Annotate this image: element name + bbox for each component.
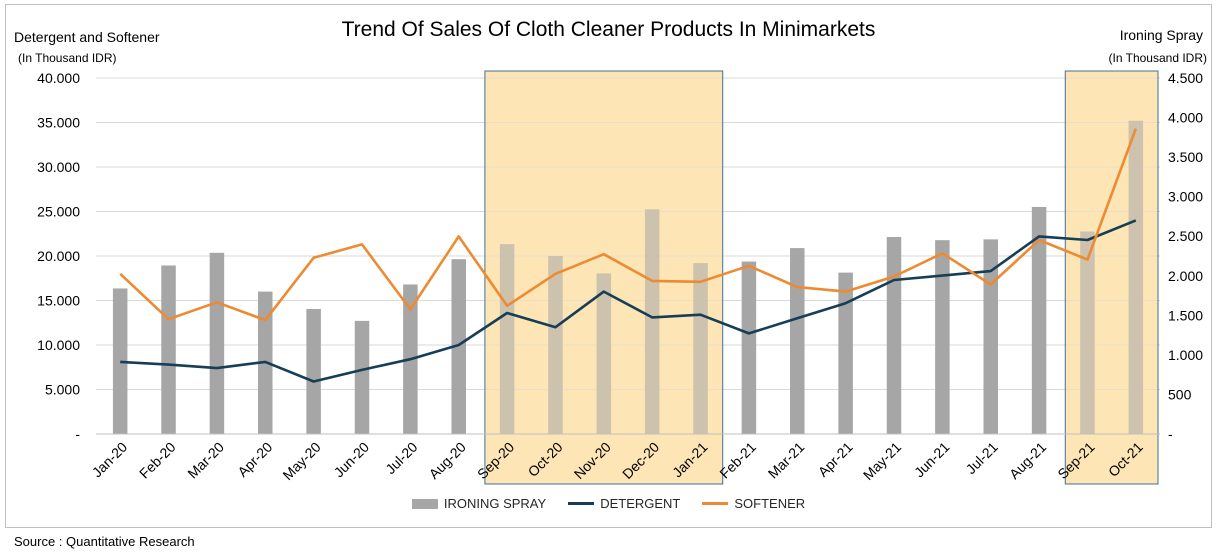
bar-ironing-spray-May-20 <box>306 309 321 434</box>
bar-ironing-spray-Sep-21 <box>1080 231 1095 434</box>
highlight-border-1 <box>484 70 724 485</box>
bar-ironing-spray-Mar-20 <box>209 252 225 434</box>
x-tick-label: Aug-21 <box>1006 439 1049 482</box>
right-tick-label: 4.000 <box>1168 110 1203 126</box>
bar-ironing-spray-Jul-21 <box>983 239 998 434</box>
left-tick-label: 5.000 <box>45 382 80 398</box>
left-tick-label: 15.000 <box>37 293 80 309</box>
right-tick-label: 3.500 <box>1168 149 1203 165</box>
x-tick-label: Feb-20 <box>136 439 179 482</box>
bar-ironing-spray-Jun-20 <box>354 320 370 434</box>
right-axis-unit: (In Thousand IDR) <box>1108 51 1208 65</box>
bar-ironing-spray-Oct-20 <box>548 256 563 434</box>
legend-item-softener: SOFTENER <box>702 496 805 511</box>
right-tick-label: - <box>1168 426 1173 442</box>
source-note: Source : Quantitative Research <box>14 534 195 549</box>
x-tick-label: Apr-21 <box>815 439 856 480</box>
chart-title: Trend Of Sales Of Cloth Cleaner Products… <box>341 18 876 41</box>
left-tick-label: 40.000 <box>37 70 80 86</box>
legend-item-detergent: DETERGENT <box>568 496 680 511</box>
left-tick-label: - <box>75 426 80 442</box>
bar-ironing-spray-Jun-21 <box>935 240 950 434</box>
left-tick-label: 25.000 <box>37 204 80 220</box>
right-tick-label: 4.500 <box>1168 70 1203 86</box>
chart-legend: IRONING SPRAY DETERGENT SOFTENER <box>0 496 1217 511</box>
left-axis-unit: (In Thousand IDR) <box>18 51 117 65</box>
legend-swatch-detergent <box>568 502 595 505</box>
bar-ironing-spray-Mar-21 <box>790 248 805 434</box>
bar-ironing-spray-Aug-20 <box>451 259 466 434</box>
x-tick-label: Aug-20 <box>426 439 469 482</box>
legend-label-detergent: DETERGENT <box>600 496 681 511</box>
x-tick-label: Apr-20 <box>234 439 275 480</box>
x-tick-label: May-20 <box>279 439 323 483</box>
bar-ironing-spray-Nov-20 <box>596 273 612 434</box>
legend-item-ironing-spray: IRONING SPRAY <box>411 496 547 511</box>
x-tick-label: Jul-21 <box>963 439 1001 477</box>
right-tick-label: 3.000 <box>1168 189 1203 205</box>
bar-ironing-spray-Jan-20 <box>112 288 128 434</box>
left-tick-label: 30.000 <box>37 159 80 175</box>
x-tick-label: Mar-21 <box>765 439 808 482</box>
x-tick-label: Jul-20 <box>382 439 420 477</box>
x-tick-label: Jun-20 <box>331 439 373 481</box>
right-tick-label: 2.500 <box>1168 228 1203 244</box>
highlight-border-2 <box>1064 70 1159 485</box>
bar-ironing-spray-Feb-20 <box>161 265 176 434</box>
bar-ironing-spray-Aug-21 <box>1031 206 1047 434</box>
bar-ironing-spray-Sep-20 <box>499 244 515 434</box>
right-axis-title: Ironing Spray <box>1119 27 1203 43</box>
bar-ironing-spray-Dec-20 <box>644 209 660 434</box>
line-softener <box>119 128 1138 322</box>
legend-label-ironing-spray: IRONING SPRAY <box>443 496 547 511</box>
right-tick-label: 1.500 <box>1168 307 1203 323</box>
x-tick-label: May-21 <box>860 439 904 483</box>
legend-swatch-ironing-spray <box>411 498 438 509</box>
legend-label-softener: SOFTENER <box>734 496 806 511</box>
x-tick-label: Jun-21 <box>911 439 953 481</box>
left-tick-label: 10.000 <box>37 337 80 353</box>
left-tick-label: 35.000 <box>37 115 80 131</box>
left-axis-title: Detergent and Softener <box>14 29 160 45</box>
x-tick-label: Mar-20 <box>184 439 227 482</box>
bar-ironing-spray-Oct-21 <box>1128 120 1144 434</box>
right-tick-label: 2.000 <box>1168 268 1203 284</box>
right-tick-label: 500 <box>1168 386 1192 402</box>
x-tick-label: Jan-20 <box>89 439 131 481</box>
bar-ironing-spray-May-21 <box>886 237 902 434</box>
left-tick-label: 20.000 <box>37 248 80 264</box>
bar-ironing-spray-Feb-21 <box>741 261 757 434</box>
legend-swatch-softener <box>702 502 729 505</box>
chart-frame <box>5 4 1212 528</box>
bar-ironing-spray-Jan-21 <box>693 263 708 434</box>
line-detergent <box>120 219 1137 383</box>
bar-ironing-spray-Apr-21 <box>838 272 853 434</box>
right-tick-label: 1.000 <box>1168 347 1203 363</box>
